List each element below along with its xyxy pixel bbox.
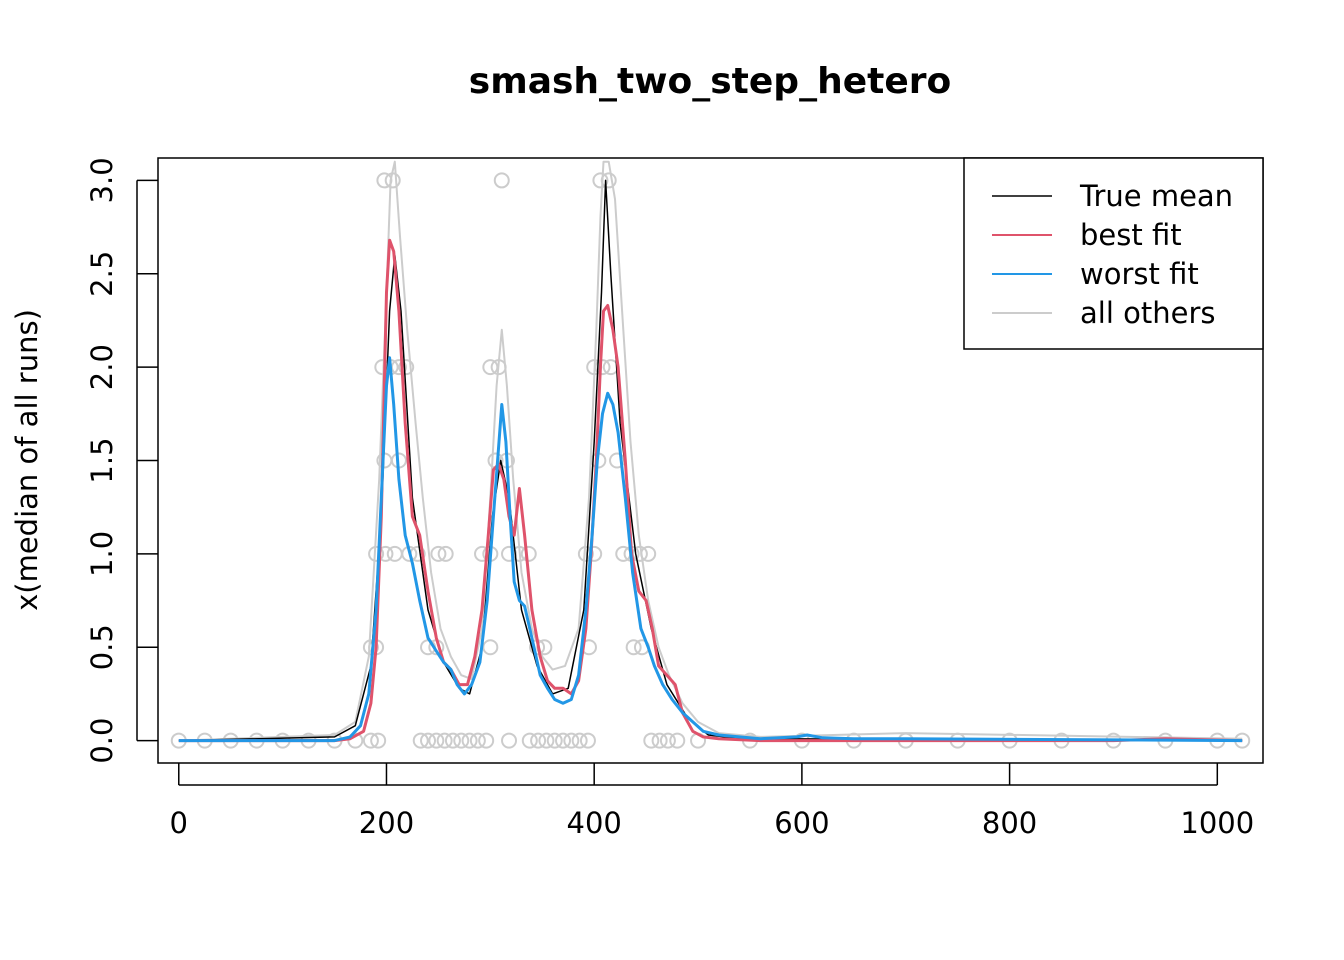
observation-point xyxy=(669,732,686,749)
observation-point xyxy=(555,732,572,749)
observation-point xyxy=(347,732,364,749)
observation-point xyxy=(659,732,676,749)
legend-label-all-others: all others xyxy=(1080,296,1215,330)
series-line-worst-fit xyxy=(178,356,1243,743)
observation-point xyxy=(370,732,387,749)
observation-point xyxy=(430,545,447,562)
observation-point xyxy=(521,732,538,749)
observation-point xyxy=(420,732,437,749)
observation-point xyxy=(615,545,632,562)
observation-point xyxy=(594,359,611,376)
observation-point xyxy=(368,545,385,562)
series-layer-others xyxy=(178,160,1243,742)
observation-point xyxy=(592,172,609,189)
y-tick-label: 0.0 xyxy=(85,718,119,764)
observation-point xyxy=(563,732,580,749)
observation-point xyxy=(577,545,594,562)
observation-point xyxy=(384,172,401,189)
observation-point xyxy=(482,639,499,656)
observation-point xyxy=(437,545,454,562)
observation-point xyxy=(643,732,660,749)
x-tick-label: 800 xyxy=(982,806,1037,840)
x-tick-label: 0 xyxy=(170,806,188,840)
legend-label-worst-fit: worst fit xyxy=(1080,257,1199,291)
observation-point xyxy=(461,732,478,749)
observation-point xyxy=(530,732,547,749)
observation-point xyxy=(625,639,642,656)
legend-label-true-mean: True mean xyxy=(1079,179,1233,213)
observation-point xyxy=(362,732,379,749)
legend: True mean best fit worst fit all others xyxy=(963,157,1264,350)
observation-point xyxy=(390,359,407,376)
observation-point xyxy=(398,359,415,376)
observation-point xyxy=(520,545,537,562)
y-tick-label: 3.0 xyxy=(85,157,119,203)
y-axis-label: x(median of all runs) xyxy=(10,309,44,611)
observation-point xyxy=(640,545,657,562)
observation-point xyxy=(501,545,518,562)
x-tick-label: 200 xyxy=(359,806,414,840)
y-tick-label: 1.0 xyxy=(85,531,119,577)
observation-point xyxy=(571,732,588,749)
observation-point xyxy=(482,359,499,376)
observation-point xyxy=(493,172,510,189)
series-line-all-others xyxy=(178,160,1243,742)
observation-point xyxy=(469,732,486,749)
observation-point xyxy=(428,732,445,749)
observation-point xyxy=(453,732,470,749)
x-tick-label: 400 xyxy=(567,806,622,840)
observation-point xyxy=(386,545,403,562)
y-tick-label: 1.5 xyxy=(85,437,119,483)
x-axis: 0 200 400 600 800 1000 xyxy=(170,763,1254,840)
observation-point xyxy=(490,359,507,376)
observation-point xyxy=(651,732,668,749)
series-layer-fits xyxy=(178,179,1243,743)
observation-point xyxy=(600,172,617,189)
legend-box xyxy=(963,157,1264,350)
x-tick-label: 600 xyxy=(774,806,829,840)
observation-point xyxy=(478,732,495,749)
x-tick-label: 1000 xyxy=(1180,806,1254,840)
observation-point xyxy=(376,172,393,189)
y-tick-label: 2.5 xyxy=(85,251,119,297)
series-line-best-fit xyxy=(178,238,1243,743)
legend-label-best-fit: best fit xyxy=(1080,218,1182,252)
y-tick-label: 0.5 xyxy=(85,624,119,670)
observation-point xyxy=(546,732,563,749)
observation-points-layer xyxy=(170,172,1251,749)
observation-point xyxy=(501,732,518,749)
chart-title: smash_two_step_hetero xyxy=(469,61,951,102)
series-line-true-mean xyxy=(178,179,1243,742)
observation-point xyxy=(412,732,429,749)
observation-point xyxy=(436,732,453,749)
observation-point xyxy=(444,732,461,749)
observation-point xyxy=(538,732,555,749)
observation-point xyxy=(579,732,596,749)
y-axis: 0.0 0.5 1.0 1.5 2.0 2.5 3.0 xyxy=(85,157,158,764)
y-tick-label: 2.0 xyxy=(85,344,119,390)
